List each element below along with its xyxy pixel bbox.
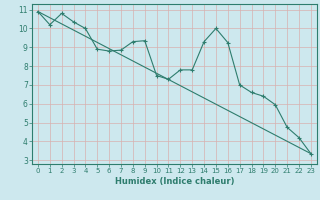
X-axis label: Humidex (Indice chaleur): Humidex (Indice chaleur) — [115, 177, 234, 186]
